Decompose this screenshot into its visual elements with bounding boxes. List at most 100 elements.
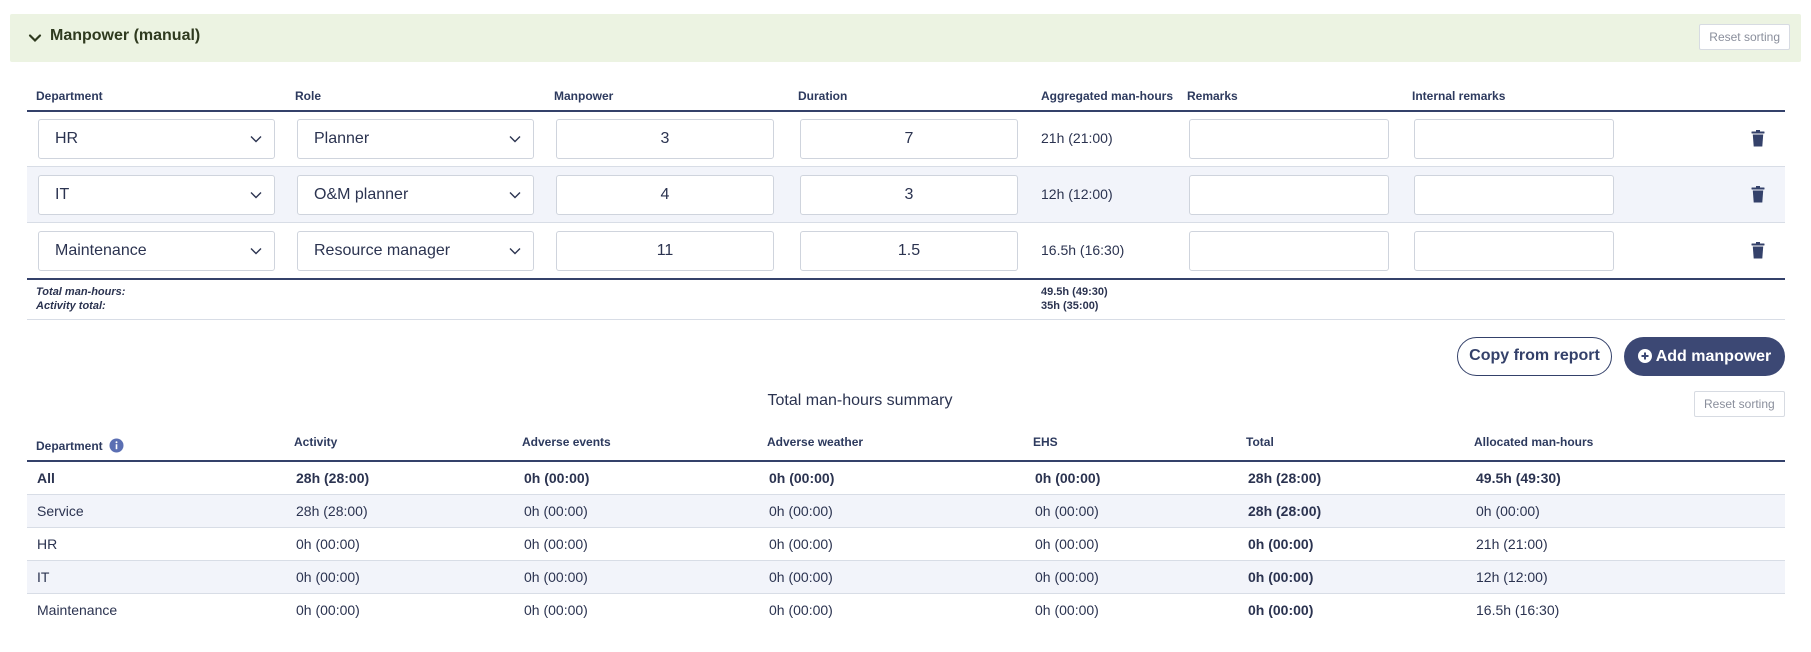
role-select-value: Resource manager [314, 242, 451, 259]
summary-activity: 28h (28:00) [296, 503, 368, 519]
summary-col-allocated[interactable]: Allocated man-hours [1474, 435, 1594, 449]
manpower-input[interactable]: 11 [556, 231, 774, 271]
summary-ehs: 0h (00:00) [1035, 503, 1099, 519]
caret-down-icon [509, 248, 521, 255]
summary-allocated: 49.5h (49:30) [1476, 470, 1561, 486]
summary-col-adverse-events[interactable]: Adverse events [522, 435, 611, 449]
summary-reset-sorting-button[interactable]: Reset sorting [1694, 391, 1785, 417]
summary-adverse-events: 0h (00:00) [524, 569, 588, 585]
summary-row: All 28h (28:00) 0h (00:00) 0h (00:00) 0h… [27, 462, 1785, 495]
col-header-duration[interactable]: Duration [798, 89, 848, 103]
manpower-row: IT O&M planner 4 3 12h (12:00) [27, 167, 1785, 223]
total-man-hours-label: Total man-hours: [36, 286, 126, 298]
summary-adverse-weather: 0h (00:00) [769, 470, 835, 486]
copy-from-report-button[interactable]: Copy from report [1457, 337, 1612, 376]
manpower-input[interactable]: 3 [556, 119, 774, 159]
reset-sorting-button[interactable]: Reset sorting [1699, 24, 1790, 50]
summary-col-ehs[interactable]: EHS [1033, 435, 1058, 449]
role-select-value: Planner [314, 130, 370, 147]
internal-remarks-input[interactable] [1414, 175, 1614, 215]
caret-down-icon [250, 192, 262, 199]
summary-total: 0h (00:00) [1248, 569, 1314, 585]
col-header-aggregated[interactable]: Aggregated man-hours [1041, 89, 1174, 103]
section-header[interactable]: Manpower (manual) Reset sorting [10, 14, 1801, 62]
col-header-internal-remarks[interactable]: Internal remarks [1412, 89, 1506, 103]
col-header-manpower[interactable]: Manpower [554, 89, 614, 103]
totals-divider [27, 319, 1785, 320]
summary-col-adverse-weather[interactable]: Adverse weather [767, 435, 864, 449]
duration-input[interactable]: 1.5 [800, 231, 1018, 271]
table-header-divider [27, 110, 1785, 112]
caret-down-icon [509, 192, 521, 199]
summary-col-total[interactable]: Total [1246, 435, 1274, 449]
duration-input[interactable]: 3 [800, 175, 1018, 215]
summary-allocated: 0h (00:00) [1476, 503, 1540, 519]
total-man-hours-value: 49.5h (49:30) [1041, 286, 1108, 298]
role-select[interactable]: O&M planner [297, 175, 534, 215]
summary-col-activity[interactable]: Activity [294, 435, 338, 449]
summary-department: Service [37, 503, 84, 519]
summary-adverse-events: 0h (00:00) [524, 470, 590, 486]
summary-ehs: 0h (00:00) [1035, 470, 1101, 486]
summary-allocated: 16.5h (16:30) [1476, 602, 1560, 618]
trash-icon[interactable] [1751, 186, 1765, 203]
chevron-down-icon[interactable] [28, 31, 42, 45]
role-select[interactable]: Resource manager [297, 231, 534, 271]
manpower-row: HR Planner 3 7 21h (21:00) [27, 111, 1785, 167]
remarks-input[interactable] [1189, 231, 1389, 271]
activity-total-value: 35h (35:00) [1041, 300, 1099, 312]
summary-adverse-weather: 0h (00:00) [769, 503, 833, 519]
info-icon[interactable] [109, 438, 124, 453]
summary-activity: 0h (00:00) [296, 569, 360, 585]
summary-col-department[interactable]: Department [36, 438, 124, 453]
plus-circle-icon [1637, 349, 1652, 363]
duration-input[interactable]: 7 [800, 119, 1018, 159]
summary-allocated: 12h (12:00) [1476, 569, 1548, 585]
summary-allocated: 21h (21:00) [1476, 536, 1548, 552]
summary-activity: 0h (00:00) [296, 602, 360, 618]
summary-total: 0h (00:00) [1248, 536, 1314, 552]
add-manpower-button[interactable]: Add manpower [1624, 337, 1785, 376]
col-header-department[interactable]: Department [36, 89, 103, 103]
department-select-value: Maintenance [55, 242, 147, 259]
summary-activity: 28h (28:00) [296, 470, 370, 486]
summary-adverse-events: 0h (00:00) [524, 602, 588, 618]
department-select[interactable]: Maintenance [38, 231, 275, 271]
caret-down-icon [250, 136, 262, 143]
department-select[interactable]: IT [38, 175, 275, 215]
summary-row: Maintenance 0h (00:00) 0h (00:00) 0h (00… [27, 594, 1785, 627]
trash-icon[interactable] [1751, 130, 1765, 147]
summary-department: HR [37, 536, 58, 552]
summary-col-department-label: Department [36, 439, 103, 453]
aggregated-man-hours: 21h (21:00) [1041, 130, 1113, 146]
summary-department: IT [37, 569, 50, 585]
internal-remarks-input[interactable] [1414, 231, 1614, 271]
col-header-remarks[interactable]: Remarks [1187, 89, 1238, 103]
trash-icon[interactable] [1751, 242, 1765, 259]
activity-total-label: Activity total: [36, 300, 106, 312]
summary-row: IT 0h (00:00) 0h (00:00) 0h (00:00) 0h (… [27, 561, 1785, 594]
summary-adverse-events: 0h (00:00) [524, 536, 588, 552]
summary-total: 0h (00:00) [1248, 602, 1314, 618]
remarks-input[interactable] [1189, 175, 1389, 215]
summary-adverse-weather: 0h (00:00) [769, 569, 833, 585]
manpower-input[interactable]: 4 [556, 175, 774, 215]
aggregated-man-hours: 16.5h (16:30) [1041, 242, 1125, 258]
internal-remarks-input[interactable] [1414, 119, 1614, 159]
summary-department: All [37, 470, 55, 486]
role-select[interactable]: Planner [297, 119, 534, 159]
section-title: Manpower (manual) [50, 27, 201, 44]
summary-title: Total man-hours summary [767, 392, 953, 409]
department-select-value: HR [55, 130, 79, 147]
department-select-value: IT [55, 186, 70, 203]
summary-total: 28h (28:00) [1248, 503, 1322, 519]
col-header-role[interactable]: Role [295, 89, 322, 103]
caret-down-icon [509, 136, 521, 143]
remarks-input[interactable] [1189, 119, 1389, 159]
summary-adverse-events: 0h (00:00) [524, 503, 588, 519]
summary-department: Maintenance [37, 602, 118, 618]
department-select[interactable]: HR [38, 119, 275, 159]
summary-adverse-weather: 0h (00:00) [769, 536, 833, 552]
summary-activity: 0h (00:00) [296, 536, 360, 552]
summary-row: HR 0h (00:00) 0h (00:00) 0h (00:00) 0h (… [27, 528, 1785, 561]
